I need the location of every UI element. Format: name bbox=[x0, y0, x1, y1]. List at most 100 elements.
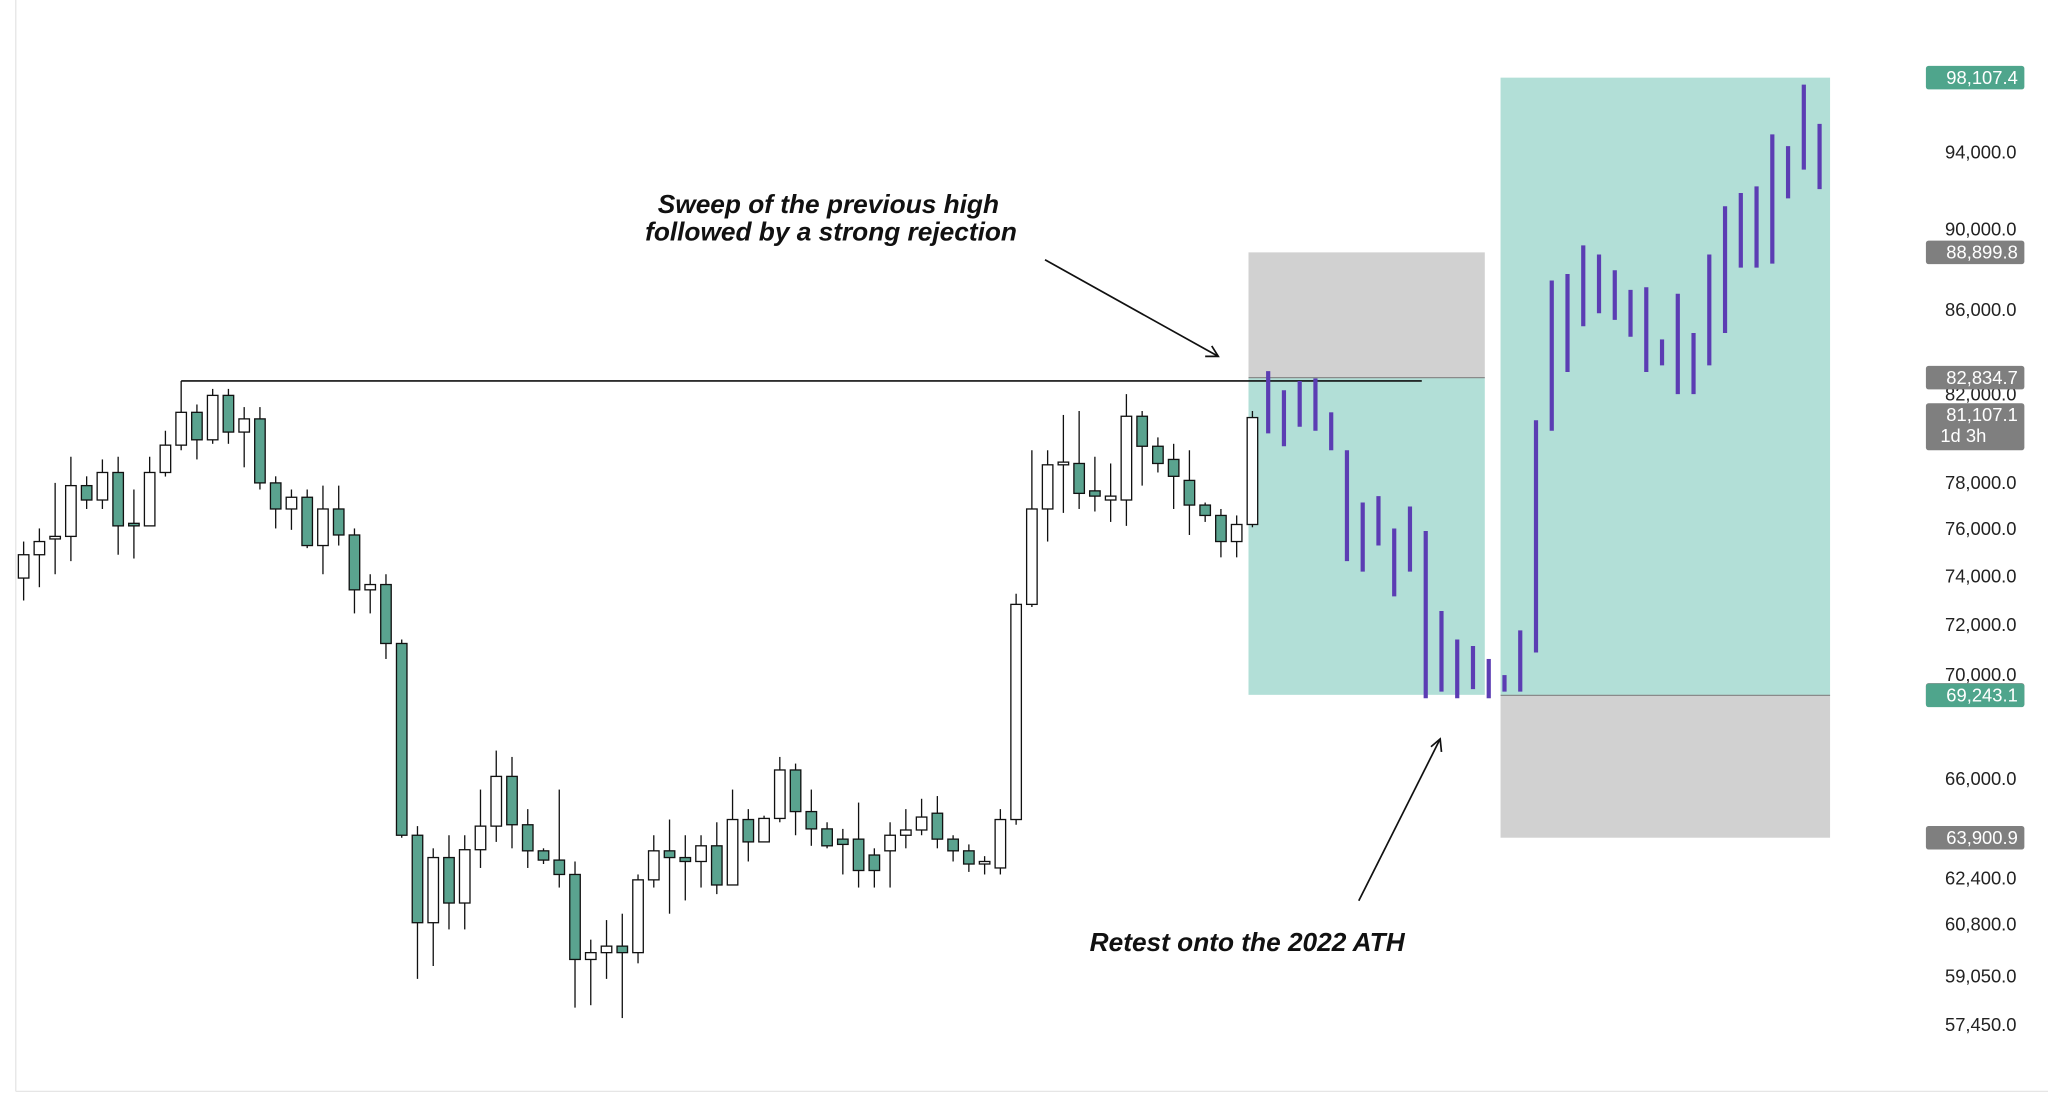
candle-body bbox=[80, 484, 93, 501]
arrow-head bbox=[1430, 737, 1443, 753]
arrow bbox=[1044, 259, 1219, 358]
candle-body bbox=[395, 642, 408, 836]
candle-body bbox=[506, 775, 518, 826]
price-tag-label: 69,243.1 bbox=[1946, 685, 2017, 706]
candle-body bbox=[1152, 445, 1164, 465]
candle-body bbox=[852, 838, 865, 872]
candle-body bbox=[254, 418, 266, 484]
candle-body bbox=[868, 854, 881, 872]
candle-body bbox=[1215, 514, 1227, 543]
position-zones bbox=[1248, 77, 1831, 838]
candle-body bbox=[1120, 415, 1133, 501]
candle-body bbox=[994, 818, 1007, 869]
last-price-label: 81,107.1 bbox=[1946, 404, 2017, 425]
annotation: followed by a strong rejection bbox=[645, 217, 1017, 247]
candle-body bbox=[632, 879, 644, 954]
y-tick-label: 72,000.0 bbox=[1945, 614, 2016, 635]
position-zone bbox=[1248, 377, 1485, 695]
price-tag bbox=[1925, 240, 2025, 265]
candle-body bbox=[1167, 458, 1180, 477]
candle-body bbox=[789, 769, 802, 813]
candle-body bbox=[301, 496, 314, 547]
candle-body bbox=[836, 838, 849, 846]
candle-body bbox=[285, 496, 298, 510]
candle-body bbox=[899, 829, 912, 836]
candle-body bbox=[1183, 479, 1196, 506]
position-zone bbox=[1500, 77, 1831, 696]
arrows bbox=[1044, 259, 1443, 902]
candle-body bbox=[49, 535, 62, 540]
candle-body bbox=[726, 818, 739, 886]
annotation: Sweep of the previous high bbox=[658, 189, 999, 219]
y-tick-label: 94,000.0 bbox=[1945, 141, 2016, 162]
candle-body bbox=[742, 818, 755, 843]
y-tick-label: 57,450.0 bbox=[1945, 1014, 2016, 1035]
countdown-label: 1d 3h bbox=[1940, 425, 1986, 446]
price-tag bbox=[1925, 825, 2025, 850]
price-tag-label: 63,900.9 bbox=[1946, 827, 2017, 848]
candle-body bbox=[884, 834, 896, 852]
candle-body bbox=[269, 482, 282, 510]
position-zone bbox=[1248, 252, 1485, 378]
candle-body bbox=[1199, 504, 1212, 517]
candle-body bbox=[978, 860, 991, 865]
candle-body bbox=[962, 850, 975, 865]
candle-body bbox=[159, 444, 172, 474]
candle-body bbox=[569, 873, 581, 961]
price-tag-label: 82,834.7 bbox=[1946, 367, 2017, 388]
candle-body bbox=[805, 810, 818, 830]
y-tick-label: 90,000.0 bbox=[1945, 218, 2016, 239]
candle-body bbox=[1010, 603, 1023, 821]
candle-body bbox=[64, 484, 77, 538]
candle-body bbox=[600, 945, 613, 954]
candle-body bbox=[679, 856, 692, 863]
position-zone bbox=[1500, 695, 1831, 838]
price-tag-label: 98,107.4 bbox=[1946, 67, 2017, 88]
y-tick-label: 62,400.0 bbox=[1945, 868, 2016, 889]
candle-body bbox=[647, 850, 660, 881]
y-tick-label: 76,000.0 bbox=[1945, 518, 2016, 539]
y-tick-label: 60,800.0 bbox=[1945, 914, 2016, 935]
candle-body bbox=[663, 850, 676, 859]
y-tick-label: 59,050.0 bbox=[1945, 966, 2016, 987]
candle-body bbox=[773, 769, 786, 820]
candle-body bbox=[1136, 415, 1149, 447]
candle-body bbox=[191, 411, 203, 441]
candle-body bbox=[1230, 523, 1243, 543]
candle-body bbox=[458, 849, 471, 904]
candle-body bbox=[1246, 416, 1259, 526]
y-tick-label: 70,000.0 bbox=[1945, 664, 2016, 685]
candle-body bbox=[1041, 464, 1054, 510]
candle-body bbox=[1057, 461, 1070, 466]
arrow bbox=[1358, 738, 1441, 902]
candle-body bbox=[143, 471, 156, 527]
candle-body bbox=[947, 838, 960, 852]
price-tag bbox=[1925, 365, 2025, 390]
candle-body bbox=[332, 508, 345, 536]
candle-body bbox=[380, 583, 392, 645]
candle-body bbox=[206, 394, 219, 441]
y-tick-label: 78,000.0 bbox=[1945, 472, 2016, 493]
candle-body bbox=[584, 951, 597, 961]
candle-body bbox=[915, 816, 928, 831]
candle-body bbox=[17, 554, 30, 579]
candle-body bbox=[616, 945, 629, 954]
candle-body bbox=[1073, 462, 1086, 495]
candle-body bbox=[411, 834, 424, 924]
annotation: Retest onto the 2022 ATH bbox=[1090, 927, 1406, 957]
candle-body bbox=[537, 850, 550, 861]
candle-body bbox=[1088, 490, 1101, 497]
price-axis: 94,000.090,000.086,000.082,000.078,000.0… bbox=[1916, 141, 2016, 1035]
price-marks bbox=[17, 84, 1822, 1019]
price-tags: 88,899.882,834.769,263.998,107.469,243.1… bbox=[1925, 65, 2025, 850]
candle-body bbox=[695, 845, 707, 863]
candle-body bbox=[1025, 508, 1038, 606]
candle-body bbox=[348, 534, 361, 591]
candle-body bbox=[112, 471, 125, 527]
candle-body bbox=[710, 845, 723, 886]
candle-body bbox=[317, 508, 329, 547]
candle-body bbox=[33, 540, 46, 556]
candle-body bbox=[128, 522, 140, 527]
